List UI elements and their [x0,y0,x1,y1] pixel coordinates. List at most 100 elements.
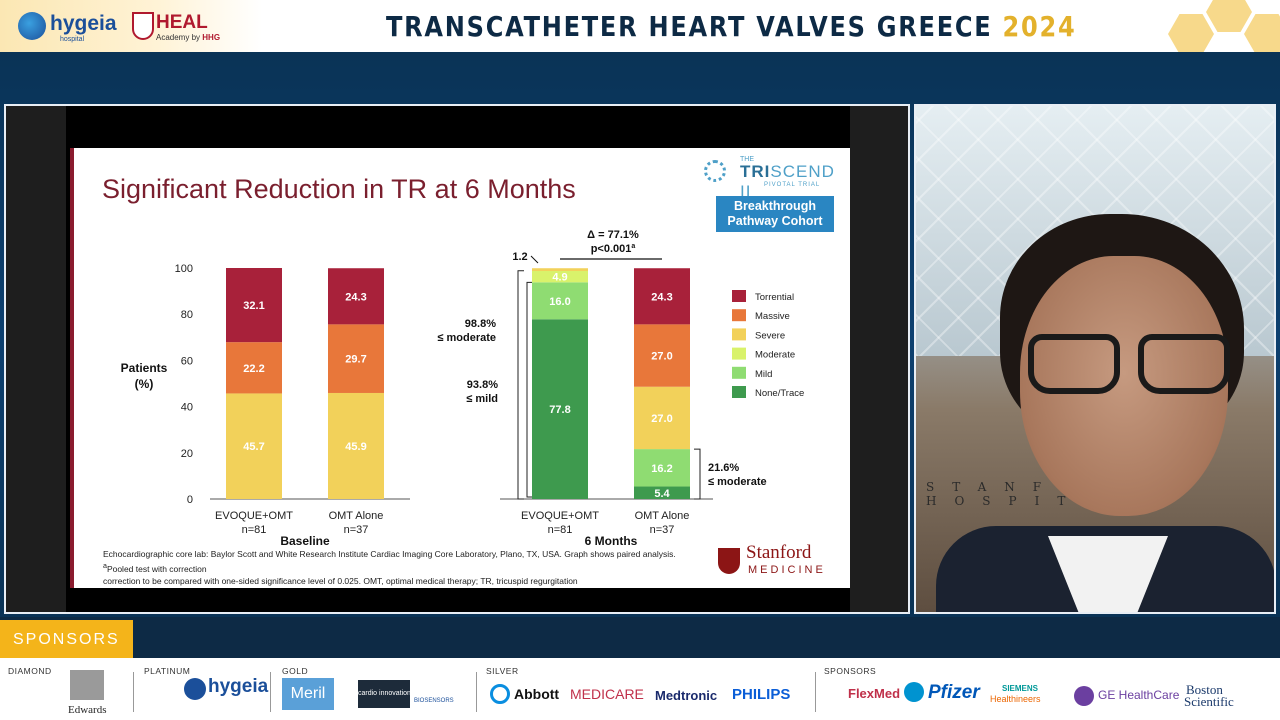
sponsor-meril: Meril [282,678,334,710]
legend-swatch [732,366,746,379]
legend-swatch [732,386,746,398]
data-label: 27.0 [651,351,672,363]
triscend-name-b: SCEND II [740,162,835,201]
sponsor-scientific: Scientific [1184,694,1234,709]
tier-silver: SILVER [486,666,519,676]
tier-sponsors: SPONSORS [824,666,877,676]
data-label: 22.2 [243,363,264,375]
legend-label: Severe [755,330,785,341]
triscend-sub: PIVOTAL TRIAL [764,182,821,188]
header-bar: hygeia hospital HEAL Academy by HHG TRAN… [0,0,1280,54]
legend-label: Mild [755,369,772,380]
legend: Torrential Massive Severe Moderate Mild None/… [732,290,804,399]
bar-segment [634,386,690,450]
pvalue-label: p<0.001a [591,243,636,255]
bar-segment [532,282,588,320]
data-label: 27.0 [651,413,672,425]
data-label: 4.9 [552,272,567,284]
data-label: 5.4 [654,488,670,500]
glasses-lens-left [1028,334,1120,394]
bar-segment [532,268,588,272]
le-mild-label: ≤ mild [466,393,498,405]
y-tick-label: 60 [181,355,193,367]
sponsor-medtronic: Medtronic [655,688,718,703]
cohort-badge: Breakthrough Pathway Cohort [716,196,834,232]
hygeia-logo: hygeia hospital [18,10,128,44]
bar-segment [226,393,282,499]
bar-segment [328,324,384,393]
bar-segment [226,268,282,343]
tier-gold: GOLD [282,666,309,676]
footnote-line1b: Pooled test with correction [106,563,207,574]
footnote-line2: correction to be compared with one-sided… [103,575,578,586]
tier-platinum: PLATINUM [144,666,191,676]
speaker-video: STANFORD HOSPITAL [914,104,1276,614]
cohort-line1: Breakthrough [734,199,816,213]
abbott-icon [490,684,510,704]
x-tick-label: EVOQUE+OMT [521,510,599,522]
sponsor-flexmed: FlexMed [848,686,901,701]
bar-segment [532,319,588,499]
x-tick-label: OMT Alone [635,510,690,522]
small-value-leader [530,255,539,264]
glasses-icon [1028,334,1234,398]
triscend-logo: THE TRISCEND II PIVOTAL TRIAL [704,156,844,201]
event-title-text: TRANSCATHETER HEART VALVES GREECE [386,10,993,43]
y-tick-label: 20 [181,448,193,460]
bars [226,268,690,499]
heal-logo: HEAL Academy by HHG [132,12,232,44]
bar-segment [328,392,384,499]
legend-label: None/Trace [755,388,804,399]
footnote-sup: a [103,562,107,570]
hygeia-logo-sub: hospital [60,36,85,43]
bar-segment [328,268,384,325]
x-tick-n-label: n=37 [344,524,369,536]
le-moderate-label: ≤ moderate [437,332,496,344]
bar-segment [634,449,690,487]
presentation-slide: Significant Reduction in TR at 6 Months … [70,148,850,588]
hexagon-decoration [1206,0,1252,32]
annotations: Δ = 77.1% p<0.001a 1.2 98.8% ≤ moderate 93.8%… [437,229,767,500]
data-label: 24.3 [345,291,366,303]
slide-accent-bar [70,148,74,588]
sponsor-ge: GE HealthCare [1098,688,1180,702]
bar-segment [634,268,690,325]
edwards-emblem-icon [70,670,104,700]
sponsor-cardio: cardio innovation [358,680,411,708]
data-label: 77.8 [549,404,570,416]
pvalue-sup: a [631,243,635,250]
hygeia-logo-text: hygeia [50,12,117,35]
stanford-sub: MEDICINE [748,564,826,576]
sponsor-divider [270,672,271,712]
stanford-medicine-logo: Stanford MEDICINE [718,542,830,580]
le-moderate-omt-label: ≤ moderate [708,476,767,488]
sponsors-tab: SPONSORS [0,620,133,658]
y-tick-label: 100 [175,263,193,275]
tr-stacked-bar-chart: 0 20 40 60 80 100 Patients (%) 45.7 22.2 32.1 EVOQ… [121,229,805,548]
y-tick-label: 40 [181,402,193,414]
sponsor-edwards: Edwards [68,704,107,716]
data-label: 45.9 [345,441,366,453]
x-tick-n-label: n=37 [650,524,675,536]
bar-segment [226,342,282,394]
sponsor-divider [133,672,134,712]
sponsor-philips: PHILIPS [732,686,791,703]
pct-omt-label: 21.6% [708,462,739,474]
data-label: 24.3 [651,291,672,303]
slide-panel: Significant Reduction in TR at 6 Months … [4,104,910,614]
legend-swatch [732,347,746,360]
x-tick-label: EVOQUE+OMT [215,510,293,522]
legend-swatch [732,328,746,341]
speaker-face [1020,256,1228,516]
legend-swatch [732,309,746,322]
y-tick-label: 80 [181,309,193,321]
data-label: 45.7 [243,441,264,453]
y-axis-label: Patients [121,361,168,375]
data-label: 29.7 [345,354,366,366]
pfizer-icon [904,682,924,702]
data-label: 16.2 [651,463,672,475]
tier-diamond: DIAMOND [8,666,52,676]
sponsor-biosensors: BIOSENSORS [414,698,454,704]
ge-icon [1074,686,1094,706]
triscend-dots-icon [704,160,726,182]
